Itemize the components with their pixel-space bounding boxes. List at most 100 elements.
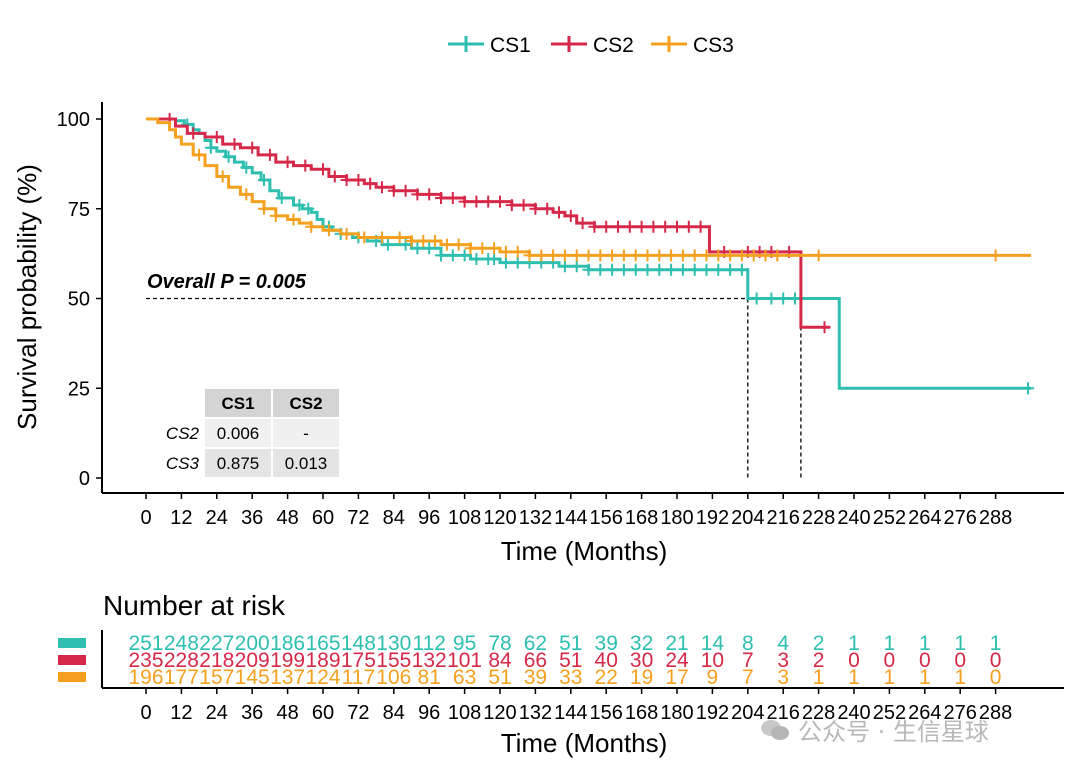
x-tick-label: 24 xyxy=(206,507,228,529)
risk-x-tick-label: 264 xyxy=(908,702,941,724)
censor-mark xyxy=(570,260,583,273)
risk-count: 3 xyxy=(777,649,789,672)
risk-x-tick-label: 0 xyxy=(140,702,151,724)
censor-mark xyxy=(712,249,725,262)
risk-x-axis-title: Time (Months) xyxy=(501,728,668,758)
censor-mark xyxy=(305,220,318,233)
x-tick-label: 96 xyxy=(418,507,440,529)
risk-count: 0 xyxy=(990,666,1002,689)
risk-row-cs3: 196 177 157 145 137 124 117 106 81 63 51 39 33 22 19 17… xyxy=(58,666,1001,689)
censor-mark xyxy=(358,231,371,244)
censor-mark xyxy=(494,195,506,208)
legend-label: CS1 xyxy=(490,34,531,57)
p-value-annotation: Overall P = 0.005 xyxy=(147,271,307,293)
y-axis-title: Survival probability (%) xyxy=(12,164,42,430)
risk-row-cs2: 235 228 218 209 199 189 175 155 132 101 84 66 51 40 30… xyxy=(58,649,1001,672)
censor-mark xyxy=(429,235,442,248)
censor-mark xyxy=(635,220,648,233)
risk-count: 32 xyxy=(630,632,653,655)
censor-mark xyxy=(535,249,548,262)
censor-mark xyxy=(789,292,801,305)
censor-mark xyxy=(812,249,825,262)
risk-x-tick-label: 24 xyxy=(206,702,228,724)
censor-mark xyxy=(700,249,713,262)
censor-mark xyxy=(240,161,253,174)
p-table-header: CS2 xyxy=(289,394,322,413)
censor-mark xyxy=(759,249,772,262)
censor-mark xyxy=(750,292,763,305)
censor-mark xyxy=(694,220,707,233)
censor-mark xyxy=(352,174,365,187)
censor-mark xyxy=(747,249,760,262)
censor-mark xyxy=(582,263,595,276)
risk-count: 1 xyxy=(813,666,825,689)
p-table-cell: 0.013 xyxy=(285,454,328,473)
censor-mark xyxy=(818,321,831,334)
series-cs2 xyxy=(146,113,831,334)
censor-mark xyxy=(600,220,613,233)
risk-table-title: Number at risk xyxy=(103,590,286,621)
x-tick-label: 60 xyxy=(312,507,334,529)
y-tick-label: 0 xyxy=(79,468,90,490)
risk-count: 1 xyxy=(884,632,896,655)
censor-mark xyxy=(771,249,784,262)
p-table-header: CS1 xyxy=(221,394,254,413)
risk-x-tick-label: 120 xyxy=(483,702,516,724)
legend-item-cs2: CS2 xyxy=(551,34,634,57)
y-tick-label: 50 xyxy=(68,289,90,311)
risk-count: 155 xyxy=(376,649,411,672)
risk-count: 186 xyxy=(270,632,305,655)
p-table-cell: - xyxy=(303,424,309,443)
survival-curves xyxy=(146,113,1035,395)
risk-count: 218 xyxy=(199,649,234,672)
censor-mark xyxy=(517,199,530,212)
censor-mark xyxy=(777,292,790,305)
risk-count: 17 xyxy=(665,666,688,689)
censor-mark xyxy=(228,138,241,151)
risk-count: 145 xyxy=(235,666,270,689)
censor-mark xyxy=(682,220,695,233)
censor-mark xyxy=(989,249,1002,262)
risk-count: 196 xyxy=(128,666,163,689)
risk-count: 251 xyxy=(128,632,163,655)
censor-mark xyxy=(735,263,748,276)
censor-mark xyxy=(499,245,512,258)
risk-count: 1 xyxy=(954,666,966,689)
censor-mark xyxy=(735,249,748,262)
x-tick-label: 204 xyxy=(731,507,764,529)
censor-mark xyxy=(417,235,430,248)
p-table-row-label: CS3 xyxy=(166,454,200,473)
censor-mark xyxy=(594,249,607,262)
risk-x-tick-label: 168 xyxy=(625,702,658,724)
risk-x-tick-label: 192 xyxy=(696,702,729,724)
censor-mark xyxy=(340,227,353,240)
censor-mark xyxy=(647,220,660,233)
risk-count: 1 xyxy=(848,632,860,655)
x-tick-label: 0 xyxy=(140,507,151,529)
watermark: 公众号 · 生信星球 xyxy=(760,712,989,747)
risk-count: 33 xyxy=(559,666,582,689)
censor-mark xyxy=(258,202,270,215)
censor-mark xyxy=(258,174,270,187)
risk-count: 24 xyxy=(665,649,689,672)
censor-mark xyxy=(688,263,701,276)
risk-count: 7 xyxy=(742,649,754,672)
risk-count: 14 xyxy=(701,632,725,655)
censor-mark xyxy=(617,249,630,262)
censor-mark xyxy=(293,199,306,212)
legend-label: CS2 xyxy=(593,34,634,57)
censor-mark xyxy=(629,249,642,262)
risk-count: 177 xyxy=(164,666,199,689)
risk-count: 0 xyxy=(954,649,966,672)
x-tick-label: 168 xyxy=(625,507,658,529)
risk-count: 2 xyxy=(813,649,825,672)
censor-mark xyxy=(724,263,737,276)
censor-mark xyxy=(470,253,483,266)
censor-mark xyxy=(340,174,353,187)
p-table-cell: 0.875 xyxy=(217,454,260,473)
risk-x-tick-label: 228 xyxy=(802,702,835,724)
main-plot: Survival probability (%) Time (Months) 0… xyxy=(12,102,1064,566)
censor-mark xyxy=(287,213,300,226)
censor-mark xyxy=(281,156,294,169)
risk-count: 51 xyxy=(488,666,511,689)
